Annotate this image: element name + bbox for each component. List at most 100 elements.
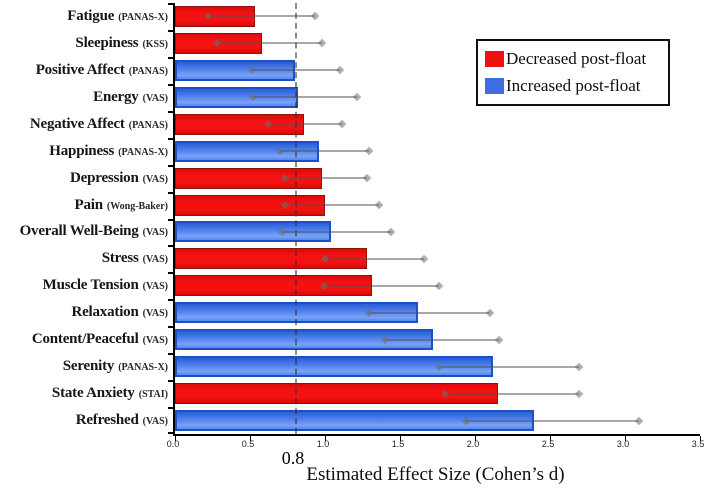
x-axis-tick bbox=[475, 436, 476, 441]
category-scale: (VAS) bbox=[142, 281, 168, 293]
category-name: Pain bbox=[74, 196, 104, 213]
y-axis-tick bbox=[168, 380, 173, 383]
error-bar-refreshed bbox=[466, 419, 639, 422]
y-axis-tick bbox=[168, 83, 173, 86]
x-axis-tick-label: 0.5 bbox=[241, 439, 255, 449]
category-label-energy: Energy (VAS) bbox=[0, 84, 168, 111]
category-scale: (VAS) bbox=[142, 173, 168, 185]
error-cap-high-depression bbox=[362, 173, 372, 183]
category-name: State Anxiety bbox=[51, 385, 135, 402]
error-bar-content-peaceful bbox=[385, 338, 499, 341]
error-cap-high-energy bbox=[352, 93, 361, 102]
y-axis-tick bbox=[168, 218, 173, 221]
x-axis-tick-label: 3.5 bbox=[691, 439, 704, 449]
y-axis-tick bbox=[168, 245, 173, 248]
error-bar-relaxation bbox=[368, 311, 490, 314]
error-bar-fatigue bbox=[208, 15, 315, 18]
error-bar-energy bbox=[253, 96, 357, 99]
error-bar-negative-affect bbox=[268, 123, 342, 126]
category-label-muscle-tension: Muscle Tension (VAS) bbox=[0, 272, 168, 299]
category-label-depression: Depression (VAS) bbox=[0, 165, 168, 192]
x-axis-tick-label: 2.5 bbox=[541, 439, 555, 449]
category-label-negative-affect: Negative Affect (PANAS) bbox=[0, 111, 168, 138]
x-axis-tick bbox=[250, 436, 251, 441]
category-scale: (VAS) bbox=[142, 227, 168, 239]
legend-label-increased: Increased post-float bbox=[506, 76, 641, 96]
x-axis-tick bbox=[400, 436, 401, 441]
error-cap-high-fatigue bbox=[310, 12, 319, 21]
category-scale: (VAS) bbox=[142, 92, 168, 104]
error-cap-high-muscle-tension bbox=[434, 281, 444, 291]
y-axis-tick bbox=[168, 3, 173, 5]
category-scale: (PANAS-X) bbox=[118, 11, 168, 23]
reference-line-0-8 bbox=[295, 3, 297, 434]
error-bar-serenity bbox=[439, 365, 579, 368]
error-cap-high-overall-well-being bbox=[386, 227, 396, 237]
legend-item-increased: Increased post-float bbox=[485, 76, 668, 96]
category-name: Happiness bbox=[49, 142, 115, 159]
y-axis-tick bbox=[168, 272, 173, 275]
x-axis-tick bbox=[175, 436, 176, 441]
category-scale: (KSS) bbox=[142, 38, 168, 50]
error-bar-pain bbox=[284, 204, 379, 207]
error-cap-high-relaxation bbox=[485, 308, 495, 318]
x-axis-tick bbox=[550, 436, 551, 441]
x-axis-tick bbox=[325, 436, 326, 441]
category-scale: (Wong-Baker) bbox=[106, 200, 168, 212]
y-axis-tick bbox=[168, 110, 173, 113]
error-bar-happiness bbox=[280, 150, 369, 153]
category-label-content-peaceful: Content/Peaceful (VAS) bbox=[0, 326, 168, 353]
category-name: Serenity bbox=[62, 358, 115, 375]
category-scale: (PANAS) bbox=[128, 119, 168, 131]
error-cap-high-state-anxiety bbox=[574, 389, 583, 398]
error-cap-high-positive-affect bbox=[335, 66, 345, 75]
category-name: Content/Peaceful bbox=[31, 331, 139, 348]
category-scale: (VAS) bbox=[142, 416, 168, 428]
category-name: Muscle Tension bbox=[42, 277, 139, 294]
legend-label-decreased: Decreased post-float bbox=[506, 48, 647, 68]
error-cap-high-content-peaceful bbox=[494, 335, 504, 344]
x-axis-tick-label: 1.5 bbox=[391, 439, 405, 449]
y-axis-tick bbox=[168, 326, 173, 329]
reference-line-label: 0.8 bbox=[281, 448, 305, 468]
x-axis-tick-label: 0.0 bbox=[166, 439, 180, 449]
category-label-stress: Stress (VAS) bbox=[0, 245, 168, 272]
legend-item-decreased: Decreased post-float bbox=[485, 49, 668, 69]
category-scale: (VAS) bbox=[142, 308, 168, 320]
error-cap-high-pain bbox=[374, 200, 384, 210]
y-axis-tick bbox=[168, 299, 173, 302]
x-axis-tick bbox=[625, 436, 626, 441]
category-name: Fatigue bbox=[67, 7, 115, 24]
y-axis-tick bbox=[168, 353, 173, 356]
category-name: Positive Affect bbox=[35, 61, 125, 78]
x-axis-tick-label: 2.0 bbox=[466, 439, 480, 449]
category-label-positive-affect: Positive Affect (PANAS) bbox=[0, 57, 168, 84]
error-bar-sleepiness bbox=[217, 42, 322, 45]
error-bar-overall-well-being bbox=[281, 230, 391, 233]
legend: Decreased post-float Increased post-floa… bbox=[476, 39, 670, 106]
category-label-state-anxiety: State Anxiety (STAI) bbox=[0, 380, 168, 407]
category-name: Stress bbox=[101, 250, 139, 267]
legend-swatch-blue bbox=[485, 78, 504, 95]
legend-swatch-red bbox=[485, 50, 504, 67]
category-label-happiness: Happiness (PANAS-X) bbox=[0, 138, 168, 165]
x-axis-tick-labels: 0.0 0.5 1.0 1.5 2.0 2.5 3.0 3.5 bbox=[167, 439, 704, 451]
category-label-pain: Pain (Wong-Baker) bbox=[0, 192, 168, 219]
category-name: Relaxation bbox=[71, 304, 139, 321]
category-scale: (STAI) bbox=[138, 389, 168, 401]
plot-area bbox=[168, 3, 701, 441]
category-label-overall-well-being: Overall Well-Being (VAS) bbox=[0, 219, 168, 246]
error-bar-state-anxiety bbox=[445, 392, 579, 395]
category-name: Sleepiness bbox=[75, 34, 139, 51]
category-name: Depression bbox=[70, 169, 139, 186]
category-label-sleepiness: Sleepiness (KSS) bbox=[0, 30, 168, 57]
y-axis-tick bbox=[168, 137, 173, 140]
category-label-fatigue: Fatigue (PANAS-X) bbox=[0, 3, 168, 30]
error-cap-high-refreshed bbox=[634, 416, 643, 425]
category-scale: (PANAS-X) bbox=[118, 146, 168, 158]
error-bar-stress bbox=[325, 257, 424, 260]
category-label-refreshed: Refreshed (VAS) bbox=[0, 407, 168, 434]
y-axis-tick bbox=[168, 191, 173, 194]
x-axis-tick-label: 3.0 bbox=[616, 439, 630, 449]
y-axis-tick bbox=[168, 29, 173, 32]
